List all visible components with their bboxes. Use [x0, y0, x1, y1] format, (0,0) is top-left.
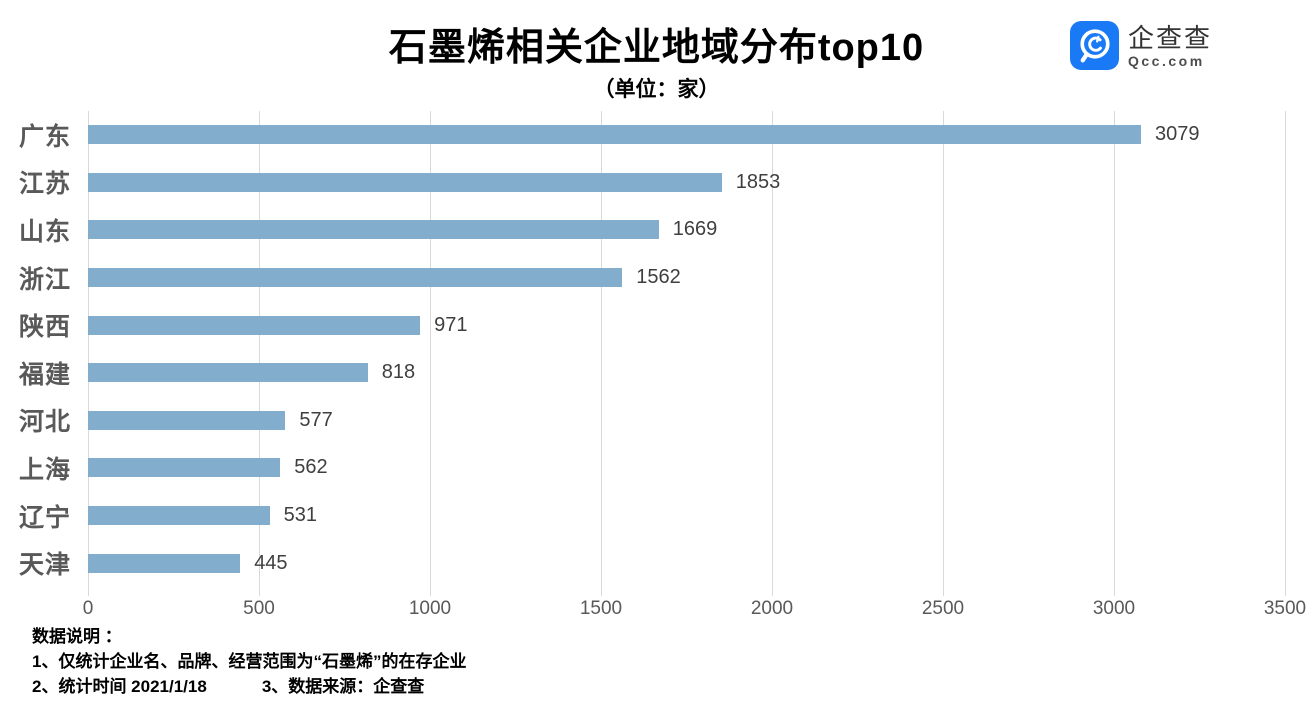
x-axis-labels: 0 500 1000 1500 2000 2500 3000 3500	[83, 598, 1306, 622]
x-tick-label-0: 0	[82, 598, 94, 619]
y-label-山东: 山东	[18, 217, 71, 246]
bar-广东	[88, 125, 1142, 145]
bar-row-山东: 1669	[88, 206, 1285, 254]
bar-value-陕西: 971	[434, 313, 468, 336]
x-tick-label-2000: 2000	[750, 598, 794, 619]
bar-天津	[88, 553, 241, 573]
bar-value-广东: 3079	[1155, 123, 1200, 146]
plot-area: 3079 1853 1669 1562 971 818 577 562 531 445	[88, 111, 1286, 596]
bar-辽宁	[88, 506, 270, 526]
bar-value-山东: 1669	[672, 218, 718, 241]
y-label-江苏: 江苏	[18, 170, 71, 199]
bar-row-福建: 818	[88, 349, 1285, 397]
bar-江苏	[88, 172, 722, 192]
logo-text: 企查查 Qcc.com	[1128, 21, 1212, 70]
note-1: 1、仅统计企业名、品牌、经营范围为“石墨烯”的在存企业	[32, 652, 467, 671]
y-label-辽宁: 辽宁	[18, 503, 71, 532]
note-3: 3、数据来源：企查查	[261, 677, 425, 696]
logo-domain: Qcc.com	[1128, 53, 1205, 69]
gridline-500	[259, 111, 260, 596]
y-axis-labels: 广东江苏山东浙江陕西福建河北上海辽宁天津	[0, 111, 80, 587]
bar-row-上海: 562	[88, 444, 1285, 492]
gridline-1500	[601, 111, 602, 596]
bar-row-天津: 445	[88, 539, 1285, 587]
gridline-2500	[943, 111, 944, 596]
data-notes: 数据说明 ： 1、仅统计企业名、品牌、经营范围为“石墨烯”的在存企业 2、统计时…	[32, 624, 466, 699]
x-tick-label-3500: 3500	[1263, 598, 1307, 619]
bar-row-辽宁: 531	[88, 492, 1285, 540]
gridline-0	[88, 111, 89, 596]
y-label-陕西: 陕西	[18, 313, 71, 342]
y-label-天津: 天津	[18, 551, 71, 580]
y-label-上海: 上海	[18, 455, 71, 484]
bar-row-江苏: 1853	[88, 159, 1285, 207]
logo-brand-name: 企查查	[1128, 23, 1213, 53]
bar-value-江苏: 1853	[735, 170, 781, 193]
gridline-3500	[1285, 111, 1286, 596]
bar-value-浙江: 1562	[636, 266, 681, 289]
gridline-3000	[1114, 111, 1115, 596]
x-tick-label-3000: 3000	[1092, 598, 1136, 619]
qcc-logo: 企查查 Qcc.com	[1070, 21, 1212, 70]
bar-陕西	[88, 315, 421, 335]
bar-福建	[88, 363, 368, 383]
x-tick-label-1000: 1000	[408, 598, 452, 619]
note-2: 2、统计时间 2021/1/18	[32, 677, 207, 696]
y-label-河北: 河北	[18, 408, 71, 437]
bar-value-辽宁: 531	[283, 504, 317, 527]
bar-value-河北: 577	[299, 408, 333, 431]
bar-row-陕西: 971	[88, 301, 1285, 349]
chart-title: 石墨烯相关企业地域分布top10	[388, 27, 925, 69]
x-tick-label-500: 500	[243, 598, 275, 619]
bar-value-上海: 562	[294, 456, 328, 479]
chart-subtitle: （单位：家）	[593, 78, 720, 101]
bar-row-浙江: 1562	[88, 254, 1285, 302]
qcc-magnifier-icon	[1070, 21, 1119, 70]
x-tick-label-2500: 2500	[921, 598, 965, 619]
note-line-3: 2、统计时间 2021/1/18 3、数据来源：企查查	[32, 674, 466, 699]
bar-河北	[88, 410, 286, 430]
bar-浙江	[88, 268, 623, 288]
bar-row-河北: 577	[88, 397, 1285, 445]
bar-上海	[88, 458, 281, 478]
gridline-2000	[772, 111, 773, 596]
bar-value-福建: 818	[381, 361, 416, 384]
bar-山东	[88, 220, 659, 240]
x-tick-label-1500: 1500	[579, 598, 623, 619]
notes-heading: 数据说明 ：	[32, 627, 122, 646]
y-label-福建: 福建	[18, 360, 71, 389]
y-label-广东: 广东	[18, 122, 71, 151]
bar-value-天津: 445	[254, 551, 288, 574]
gridline-1000	[430, 111, 431, 596]
bar-row-广东: 3079	[88, 111, 1285, 159]
y-label-浙江: 浙江	[18, 265, 71, 294]
